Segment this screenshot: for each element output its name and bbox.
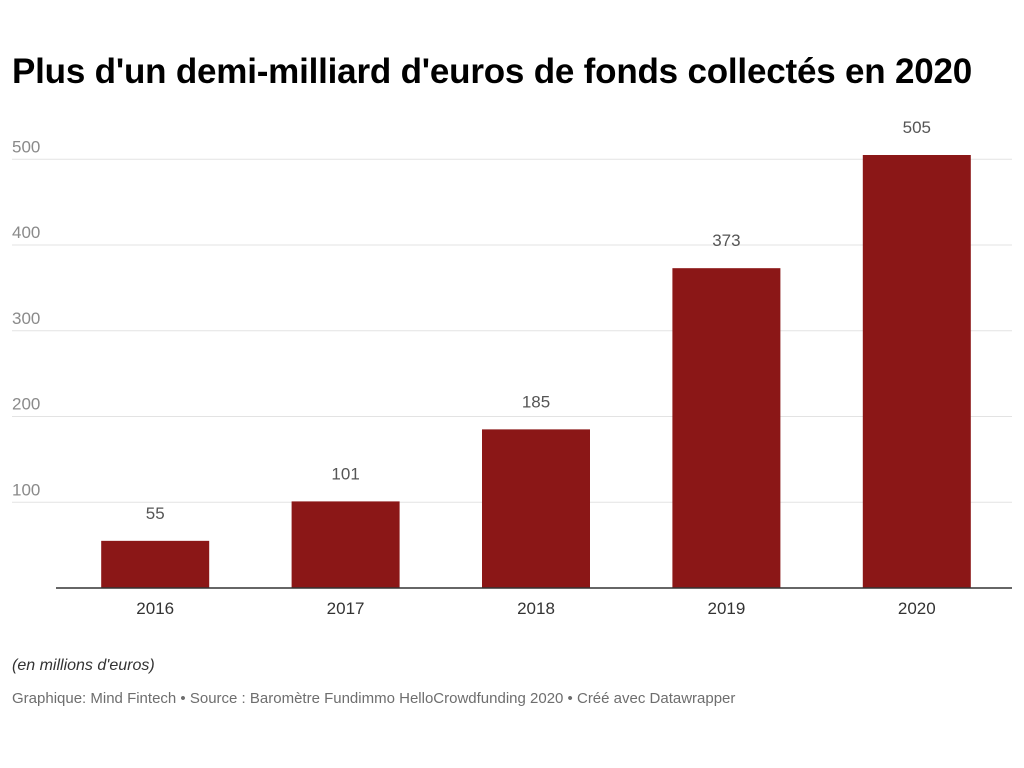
bar-2016 [101,540,210,588]
bar-2019 [672,268,781,588]
footer-source: Source : Baromètre Fundimmo HelloCrowdfu… [189,690,564,707]
data-label: 55 [146,504,165,523]
bar-2017 [291,501,400,588]
chart-footer: Graphique: Mind Fintech • Source : Barom… [12,690,735,707]
footer-separator: • [563,690,577,707]
data-labels: 55 101 185 373 505 [146,118,931,523]
x-tick-label: 2019 [707,599,745,618]
y-tick-label: 300 [12,309,40,328]
footer-tool: Créé avec Datawrapper [576,690,736,707]
data-label: 373 [712,231,740,250]
bar-2020 [862,155,971,588]
x-tick-label: 2017 [327,599,365,618]
bar-2018 [482,429,590,588]
y-tick-label: 500 [12,137,40,156]
y-tick-label: 100 [12,480,40,499]
unit-note: (en millions d'euros) [12,657,155,674]
footer-credit: Graphique: Mind Fintech [12,690,177,707]
gridlines: 100 200 300 400 500 [12,137,1012,503]
axes: 2016 2017 2018 2019 2020 [56,587,1012,618]
data-label: 505 [903,118,931,137]
data-label: 185 [522,392,550,411]
data-label: 101 [331,464,359,483]
x-tick-label: 2018 [517,599,555,618]
x-tick-label: 2016 [136,599,174,618]
x-tick-label: 2020 [898,599,936,618]
chart-title: Plus d'un demi-milliard d'euros de fonds… [12,52,973,91]
footer-separator: • [176,690,190,707]
y-tick-label: 200 [12,395,40,414]
y-tick-label: 400 [12,223,40,242]
bars [101,155,971,588]
